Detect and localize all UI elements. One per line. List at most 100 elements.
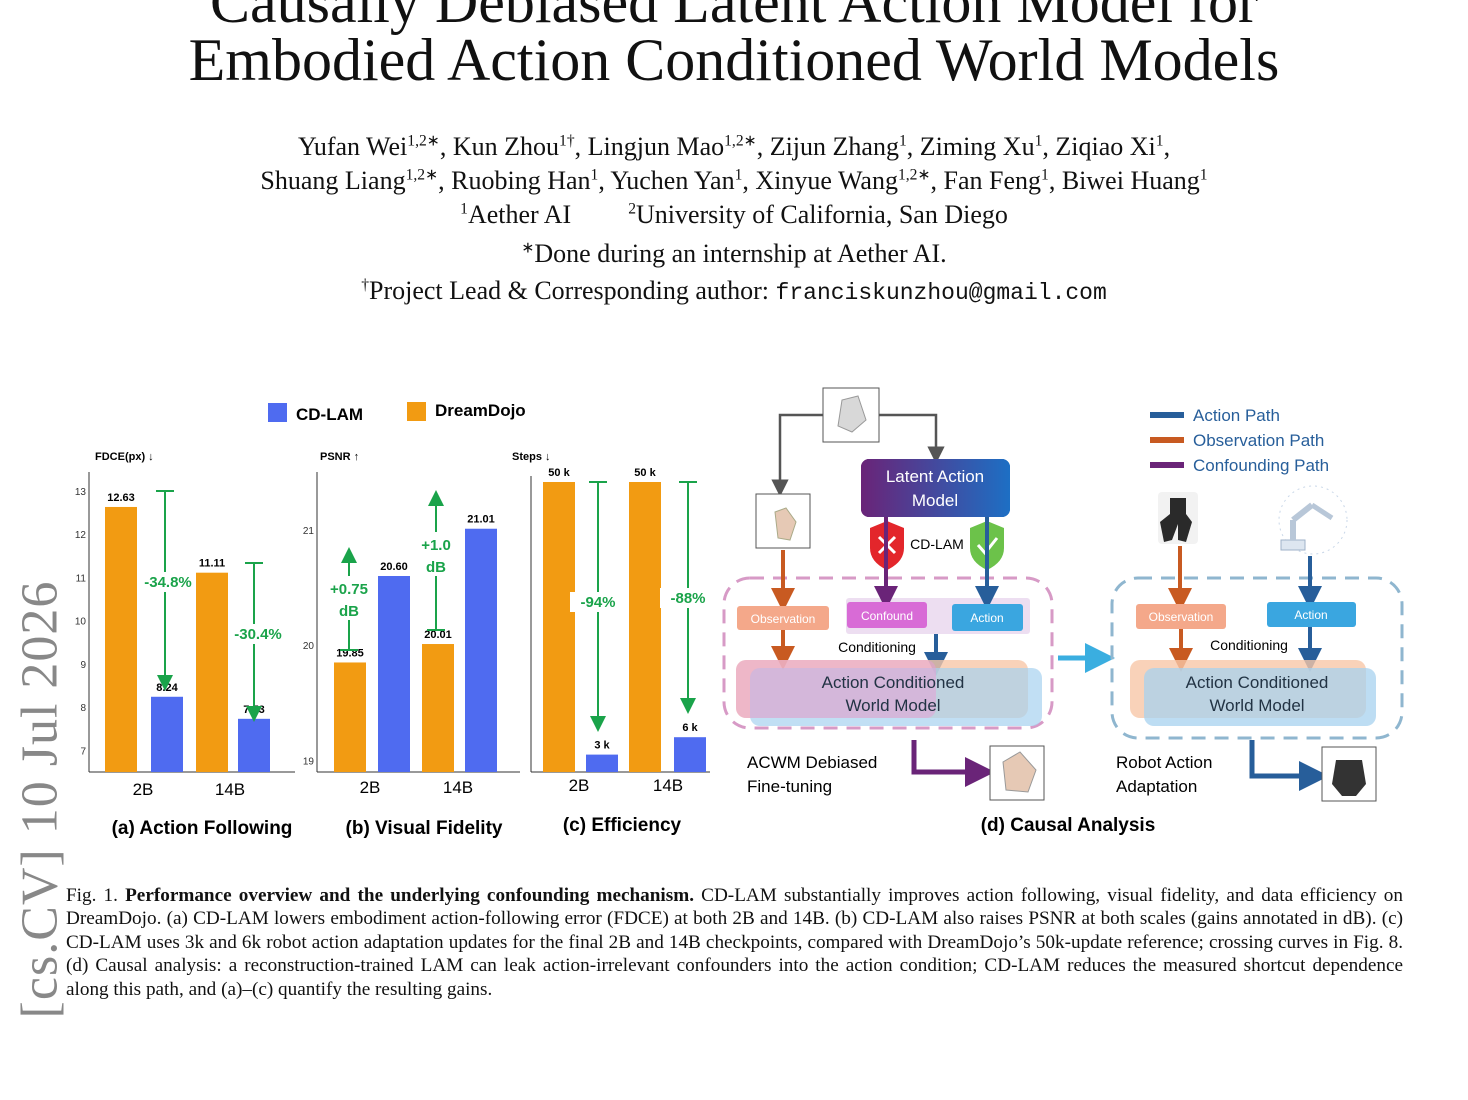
acwm-label-right-2: World Model (1209, 696, 1304, 715)
x-tick-label: 2B (360, 778, 381, 797)
paper-title-line-1: Causally Debiased Latent Action Model fo… (209, 0, 1259, 35)
x-tick-label: 14B (215, 780, 245, 799)
action-tag-left (952, 604, 1023, 631)
acwm-label-left-1: Action Conditioned (822, 673, 965, 692)
y-tick-label: 7 (80, 746, 86, 757)
note-2: Project Lead & Corresponding author: (369, 276, 776, 305)
y-tick-label: 21 (303, 526, 315, 537)
author-name: Fan Feng (943, 166, 1042, 195)
legend-observation-path: Observation Path (1193, 431, 1324, 450)
right-caption-2: Adaptation (1116, 777, 1197, 796)
left-caption-1: ACWM Debiased (747, 753, 877, 772)
corresponding-note: †Project Lead & Corresponding author: fr… (0, 276, 1468, 306)
author-name: Lingjun Mao (587, 132, 725, 161)
chart-title: (c) Efficiency (563, 815, 682, 836)
affiliations: 1Aether AI 2University of California, Sa… (0, 200, 1468, 229)
bar-dreamdojo-14B (629, 482, 661, 772)
author-name: Shuang Liang (260, 166, 406, 195)
action-tag-right (1267, 602, 1356, 627)
chart-title: (b) Visual Fidelity (346, 818, 503, 839)
x-tick-label: 14B (443, 778, 473, 797)
caption-bold: Performance overview and the underlying … (125, 885, 694, 906)
chart-title: (a) Action Following (112, 818, 293, 839)
bar-value-label: 21.01 (467, 514, 495, 526)
author-name: Yuchen Yan (610, 166, 735, 195)
bar-cd-lam-14B (238, 718, 270, 772)
author-name: Zijun Zhang (769, 132, 899, 161)
bar-cd-lam-14B (674, 737, 706, 772)
note-1-sup: ∗ (521, 239, 535, 257)
author-name: Kun Zhou (452, 132, 560, 161)
annotation-bg (323, 576, 375, 620)
author-affiliation-sup: 1 (898, 132, 907, 150)
legend-swatch-cdlam (268, 403, 287, 422)
legend-action-path: Action Path (1193, 406, 1280, 425)
chart-efficiency: Steps ↓ 50 k 50 k 3 k 6 k 2B 14B -94% -88% (c) Ef… (512, 451, 716, 836)
x-tick-label: 2B (569, 776, 590, 795)
y-tick-label: 11 (76, 573, 87, 584)
affil-2: University of California, San Diego (635, 200, 1008, 229)
acwm-label-left-2: World Model (845, 696, 940, 715)
author-affiliation-sup: 1,2∗ (407, 132, 440, 150)
hand-icon (1002, 751, 1037, 793)
robot-arm-icon (1278, 485, 1348, 555)
bar-value-label: 50 k (548, 467, 570, 479)
author-affiliation-sup: 1,2∗ (724, 132, 757, 150)
chart-action-following: FDCE(px) ↓7891011121312.6311.118.247.732… (75, 451, 295, 839)
legend-confounding-path: Confounding Path (1193, 456, 1329, 475)
bar-dreamdojo-2B (105, 506, 137, 772)
y-tick-label: 9 (80, 660, 86, 671)
annotation-bg (660, 588, 716, 608)
gripper-icon (1160, 498, 1192, 542)
author-affiliation-sup: 1 (1155, 132, 1164, 150)
author-name: Ruobing Han (451, 166, 591, 195)
figure-caption: Fig. 1. Performance overview and the und… (66, 884, 1403, 1001)
acwm-label-right-1: Action Conditioned (1186, 673, 1329, 692)
bar-cd-lam-14B (465, 528, 497, 772)
annotation-unit: dB (426, 559, 446, 576)
note-2-sup: † (361, 276, 369, 294)
annotation-bg (410, 532, 462, 576)
author-affiliation-sup: 1 (1041, 166, 1049, 184)
annotation-bg (230, 624, 286, 644)
author-affiliation-sup: 1 (590, 166, 599, 184)
bar-dreamdojo-2B (334, 662, 366, 772)
author-name: Ziqiao Xi (1055, 132, 1156, 161)
author-affiliation-sup: 1 (1199, 166, 1208, 184)
bar-value-label: 12.63 (107, 492, 135, 504)
annotation-label: +0.75 (330, 581, 368, 598)
cdlam-label: CD-LAM (910, 536, 964, 552)
lam-label-2: Model (912, 491, 958, 510)
author-affiliation-sup: 1 (734, 166, 743, 184)
hand-icon (837, 395, 867, 433)
confound-tag (847, 602, 927, 628)
x-tick-label: 14B (653, 776, 683, 795)
bar-value-label: 3 k (594, 740, 610, 752)
left-caption-2: Fine-tuning (747, 777, 832, 796)
bar-value-label: 20.01 (424, 629, 452, 641)
conditioning-label-right: Conditioning (1210, 637, 1288, 653)
caption-label: Fig. 1. (66, 885, 126, 906)
author-name: Xinyue Wang (755, 166, 898, 195)
internship-note: ∗Done during an internship at Aether AI. (0, 239, 1468, 267)
figure-1: CD-LAM DreamDojo FDCE(px) ↓ 7 8 9 10 11 12 13 12… (75, 387, 1404, 839)
bar-dreamdojo-14B (196, 572, 228, 772)
action-label-right: Action (1294, 608, 1327, 622)
bar-value-label: 6 k (682, 722, 698, 734)
legend-label-dreamdojo: DreamDojo (435, 401, 526, 420)
confound-label: Confound (861, 609, 913, 623)
bar-cd-lam-2B (151, 696, 183, 772)
y-tick-label: 13 (75, 487, 87, 498)
legend-label-cdlam: CD-LAM (296, 405, 363, 424)
email-link[interactable]: franciskunzhou@gmail.com (775, 280, 1107, 306)
adaptation-container (1110, 576, 1404, 740)
author-name: Biwei Huang (1061, 166, 1200, 195)
bar-dreamdojo-2B (543, 482, 575, 772)
causal-diagram: Latent Action Model CD-LAM Observation C… (722, 387, 1404, 836)
right-caption-1: Robot Action (1116, 753, 1212, 772)
bar-dreamdojo-14B (422, 644, 454, 772)
affil-1: Aether AI (467, 200, 572, 229)
author-affiliation-sup: 1,2∗ (405, 166, 439, 184)
annotation-label: -30.4% (234, 626, 282, 643)
